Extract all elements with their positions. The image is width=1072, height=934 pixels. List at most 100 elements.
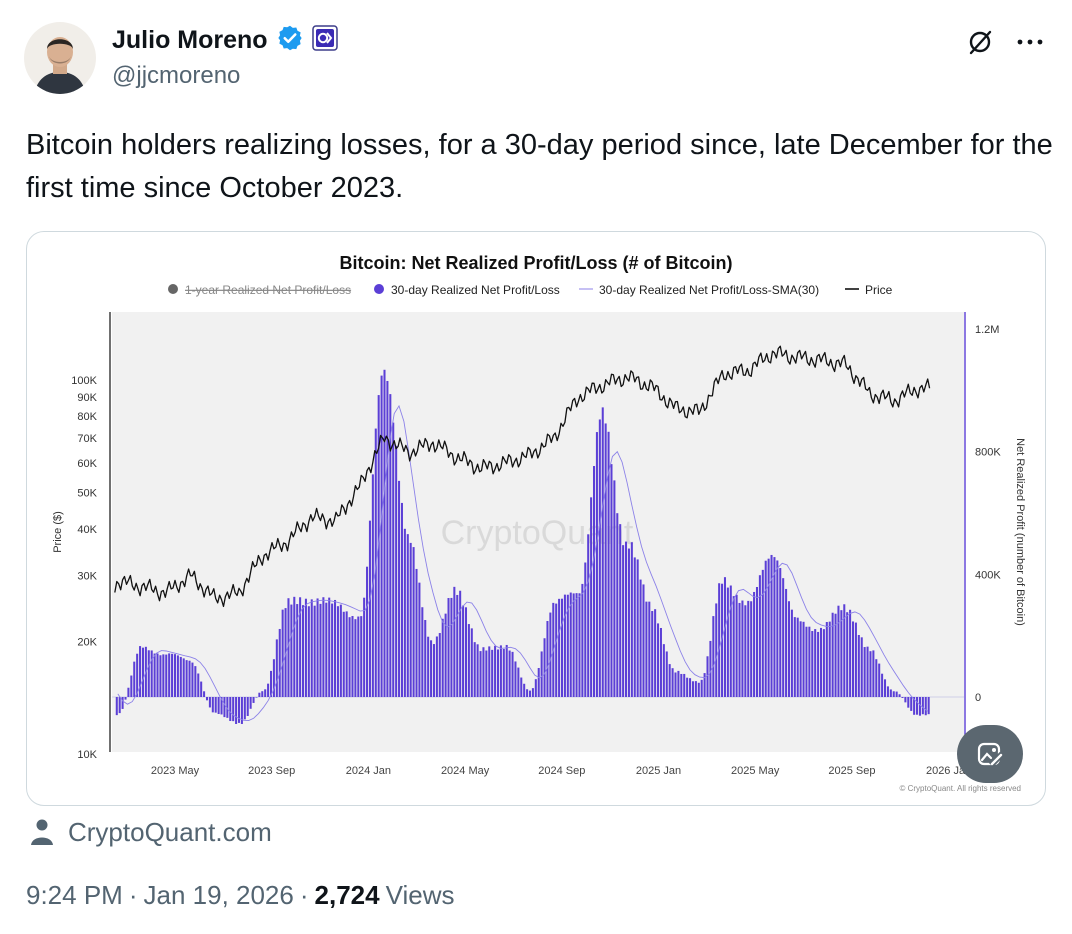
profit-loss-bar — [523, 683, 526, 697]
profit-loss-bar — [721, 583, 724, 697]
profit-loss-bar — [421, 607, 424, 697]
source-link[interactable]: CryptoQuant.com — [68, 816, 272, 847]
profit-loss-bar — [476, 644, 479, 697]
more-options-button[interactable] — [1012, 24, 1048, 60]
profit-loss-bar — [444, 613, 447, 697]
x-tick-label: 2025 Sep — [828, 765, 875, 777]
profit-loss-bar — [185, 660, 188, 697]
profit-loss-bar — [141, 647, 144, 697]
affiliate-badge-icon[interactable] — [311, 24, 338, 56]
profit-loss-bar — [494, 645, 497, 697]
person-icon — [31, 819, 53, 845]
profit-loss-bar — [366, 566, 369, 697]
edit-image-button[interactable] — [957, 725, 1023, 783]
y-left-tick-label: 50K — [77, 488, 97, 500]
profit-loss-bar — [453, 586, 456, 697]
profit-loss-bar — [910, 697, 913, 711]
meta-separator: · — [128, 880, 138, 910]
profit-loss-bar — [744, 605, 747, 697]
profit-loss-bar — [558, 598, 561, 697]
profit-loss-bar — [383, 369, 386, 697]
profit-loss-bar — [427, 636, 430, 697]
profit-loss-bar — [654, 609, 657, 697]
legend-marker — [374, 284, 384, 294]
profit-loss-bar — [578, 593, 581, 697]
profit-loss-bar — [613, 480, 616, 697]
profit-loss-bar — [741, 600, 744, 697]
profit-loss-bar — [511, 651, 514, 697]
profit-loss-bar — [313, 605, 316, 697]
legend-marker — [168, 284, 178, 294]
views-label: Views — [385, 880, 455, 910]
profit-loss-bar — [275, 639, 278, 697]
profit-loss-bar — [706, 656, 709, 697]
tweet-date[interactable]: Jan 19, 2026 — [143, 880, 294, 910]
profit-loss-bar — [488, 646, 491, 697]
profit-loss-bar — [819, 627, 823, 697]
verified-badge-icon[interactable] — [276, 24, 304, 57]
profit-loss-bar — [622, 545, 625, 697]
legend-item: 30-day Realized Net Profit/Loss — [374, 283, 560, 297]
profit-loss-bar — [150, 650, 153, 697]
author-handle[interactable]: @jjcmoreno — [112, 62, 241, 89]
profit-loss-bar — [473, 642, 476, 697]
profit-loss-bar — [738, 602, 741, 697]
profit-loss-bar — [153, 653, 156, 697]
profit-loss-bar — [884, 679, 887, 697]
profit-loss-bar — [886, 686, 889, 697]
profit-loss-bar — [569, 592, 572, 697]
profit-loss-bar — [866, 646, 869, 697]
author-display-name[interactable]: Julio Moreno — [112, 25, 268, 54]
avatar[interactable] — [24, 22, 96, 94]
profit-loss-bar — [237, 697, 241, 723]
grok-button[interactable] — [962, 24, 998, 60]
profit-loss-bar — [881, 673, 884, 697]
profit-loss-bar — [828, 621, 831, 697]
profit-loss-bar — [753, 591, 756, 697]
profit-loss-bar — [642, 584, 645, 697]
profit-loss-bar — [287, 598, 290, 697]
profit-loss-bar — [924, 697, 927, 716]
legend-label: 30-day Realized Net Profit/Loss — [391, 283, 560, 297]
profit-loss-bar — [904, 697, 907, 703]
profit-loss-bar — [168, 653, 171, 697]
profit-loss-bar — [147, 650, 150, 697]
chart-copyright: © CryptoQuant. All rights reserved — [900, 784, 1022, 793]
profit-loss-bar — [840, 610, 843, 697]
profit-loss-bar — [182, 658, 185, 697]
profit-loss-bar — [782, 578, 785, 697]
profit-loss-bar — [846, 612, 849, 697]
profit-loss-bar — [779, 568, 782, 697]
profit-loss-bar — [837, 605, 840, 697]
profit-loss-bar — [450, 597, 453, 697]
profit-loss-bar — [380, 375, 383, 697]
y-right-axis-label: Net Realized Profit (number of Bitcoin) — [1014, 438, 1026, 626]
x-tick-label: 2025 Jan — [636, 765, 681, 777]
profit-loss-bar — [875, 659, 878, 697]
profit-loss-bar — [179, 656, 182, 697]
profit-loss-bar — [441, 618, 444, 697]
profit-loss-bar — [328, 597, 331, 697]
profit-loss-bar — [750, 601, 753, 697]
profit-loss-bar — [127, 687, 130, 697]
profit-loss-bar — [220, 697, 223, 715]
profit-loss-bar — [162, 654, 165, 697]
profit-loss-bar — [686, 677, 689, 697]
profit-loss-bar — [412, 547, 415, 697]
profit-loss-bar — [176, 655, 179, 697]
profit-loss-bar — [502, 648, 505, 697]
profit-loss-bar — [575, 593, 578, 697]
profit-loss-bar — [136, 653, 139, 697]
profit-loss-bar — [726, 587, 729, 697]
profit-loss-bar — [825, 622, 828, 697]
profit-loss-bar — [255, 696, 258, 698]
tweet-time[interactable]: 9:24 PM — [26, 880, 123, 910]
legend-item: 30-day Realized Net Profit/Loss-SMA(30) — [579, 283, 819, 297]
profit-loss-bar — [258, 692, 261, 697]
profit-loss-bar — [267, 683, 270, 697]
source-row[interactable]: CryptoQuant.com — [30, 814, 272, 850]
profit-loss-bar — [243, 697, 246, 720]
legend-item: 1-year Realized Net Profit/Loss — [168, 283, 351, 297]
tweet-media-card[interactable]: CryptoQuant 2023 May 2023 Sep 2024 Jan 2024… — [26, 231, 1046, 806]
profit-loss-bar — [499, 645, 502, 697]
